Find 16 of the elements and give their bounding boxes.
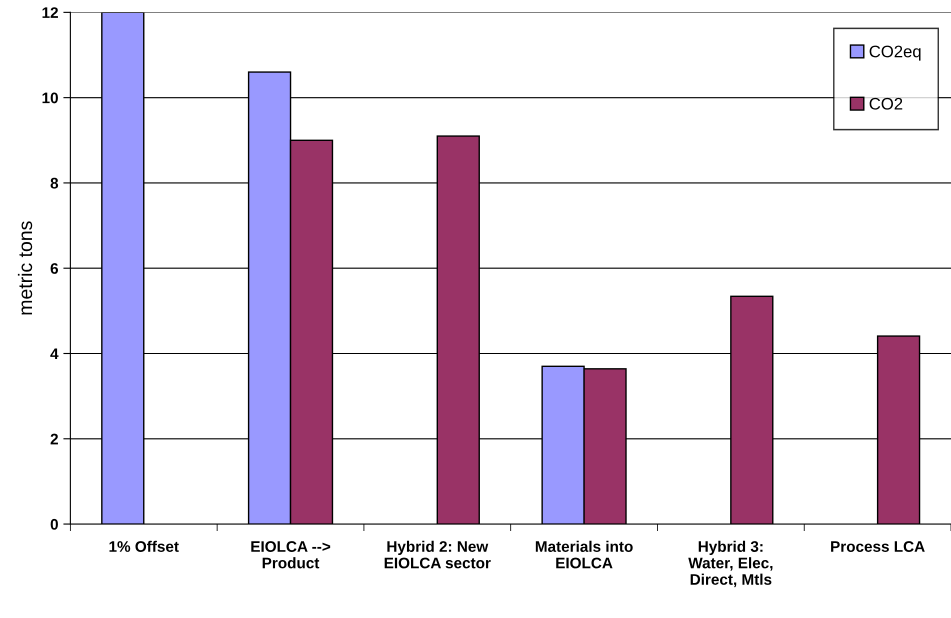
x-tick-label: EIOLCA --> Product — [251, 541, 330, 568]
x-tick-label: Materials into EIOLCA — [536, 540, 633, 568]
y-tick-label: 12 — [42, 7, 58, 18]
y-tick-label: 8 — [50, 178, 58, 189]
y-tick-label: 4 — [50, 348, 58, 360]
x-tick-label: Hybrid 2: New EIOLCA sector — [384, 540, 491, 568]
y-tick-label: 2 — [50, 434, 58, 444]
y-axis-title: metric tons — [18, 221, 32, 314]
y-tick-label: 6 — [50, 263, 58, 274]
x-tick-label: Hybrid 3: Water, Elec, Direct, Mtls — [688, 540, 772, 588]
y-tick-label: 10 — [42, 92, 58, 104]
y-tick-label: 0 — [50, 518, 58, 530]
legend-label: CO2eq — [870, 46, 921, 61]
legend-label: CO2 — [870, 98, 902, 110]
x-tick-label: 1% Offset — [109, 540, 179, 552]
x-tick-label: Process LCA — [831, 541, 925, 552]
